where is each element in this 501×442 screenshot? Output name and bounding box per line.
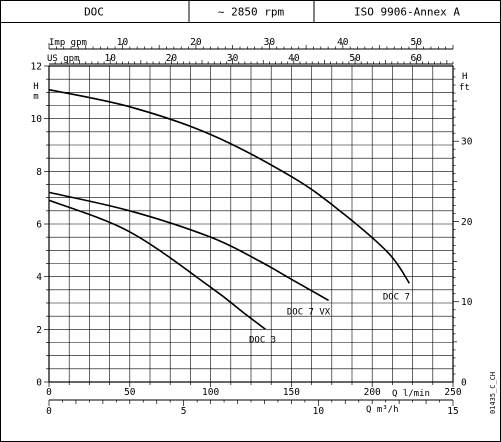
q-m3h-tick-label: 5 (181, 406, 187, 417)
q-m3h-axis-label: Q m³/h (366, 405, 399, 415)
header-model: DOC (84, 6, 104, 19)
right-axis-tick-label: 30 (461, 137, 473, 148)
imp-gpm-tick-label: 20 (190, 37, 202, 48)
q-lmin-tick-label: 100 (202, 387, 219, 398)
left-axis-tick-label: 12 (31, 62, 42, 73)
grid (49, 66, 453, 382)
us-gpm-tick-label: 10 (104, 53, 116, 64)
q-m3h-tick-label: 15 (447, 406, 458, 417)
left-axis-label-top: H (33, 82, 38, 92)
right-axis-label-bottom: ft (459, 83, 470, 93)
q-lmin-axis-label: Q l/min (392, 389, 430, 399)
imp-gpm-tick-label: 30 (264, 37, 276, 48)
us-gpm-tick-label: 30 (227, 53, 239, 64)
left-axis-tick-label: 0 (36, 378, 42, 389)
right-axis-tick-label: 10 (461, 297, 473, 308)
us-gpm-axis-label: US gpm (47, 54, 80, 64)
us-gpm-tick-label: 50 (349, 53, 361, 64)
q-lmin-tick-label: 250 (444, 387, 461, 398)
imp-gpm-axis-label: Imp gpm (49, 38, 87, 48)
left-axis-tick-label: 10 (31, 114, 43, 125)
drawing-code: 01435_C_CH (489, 372, 497, 414)
right-axis-tick-label: 0 (461, 378, 467, 389)
curve-label-doc-3: DOC 3 (249, 335, 276, 345)
q-lmin-tick-label: 50 (124, 387, 136, 398)
us-gpm-tick-label: 40 (288, 53, 300, 64)
q-m3h-tick-label: 10 (313, 406, 325, 417)
q-lmin-tick-label: 200 (364, 387, 381, 398)
q-lmin-tick-label: 0 (46, 387, 52, 398)
left-axis-tick-label: 6 (36, 220, 42, 231)
curve-label-doc-7: DOC 7 (383, 292, 410, 302)
imp-gpm-tick-label: 40 (337, 37, 349, 48)
left-axis-label-bottom: m (33, 92, 38, 102)
imp-gpm-tick-label: 50 (411, 37, 423, 48)
header-table: DOC ~ 2850 rpm ISO 9906-Annex A (0, 0, 501, 23)
us-gpm-tick-label: 60 (411, 53, 423, 64)
left-axis-tick-label: 8 (36, 167, 42, 178)
header-speed: ~ 2850 rpm (218, 6, 285, 19)
right-axis-label-top: H (462, 72, 467, 82)
series-layer: DOC 7 DOC 7 VX DOC 3 (48, 88, 411, 345)
imp-gpm-tick-label: 10 (117, 37, 129, 48)
q-m3h-tick-label: 0 (46, 406, 52, 417)
curve-label-doc-7-vx: DOC 7 VX (287, 307, 331, 317)
q-lmin-tick-label: 150 (283, 387, 300, 398)
curve-doc-7 (48, 88, 411, 284)
left-axis-tick-label: 2 (36, 325, 42, 336)
curve-doc-3 (48, 199, 267, 330)
right-axis-tick-label: 20 (461, 217, 473, 228)
left-axis-tick-label: 4 (36, 272, 42, 283)
curve-doc-7-vx (48, 191, 329, 302)
us-gpm-tick-label: 20 (166, 53, 178, 64)
header-standard: ISO 9906-Annex A (354, 6, 460, 19)
